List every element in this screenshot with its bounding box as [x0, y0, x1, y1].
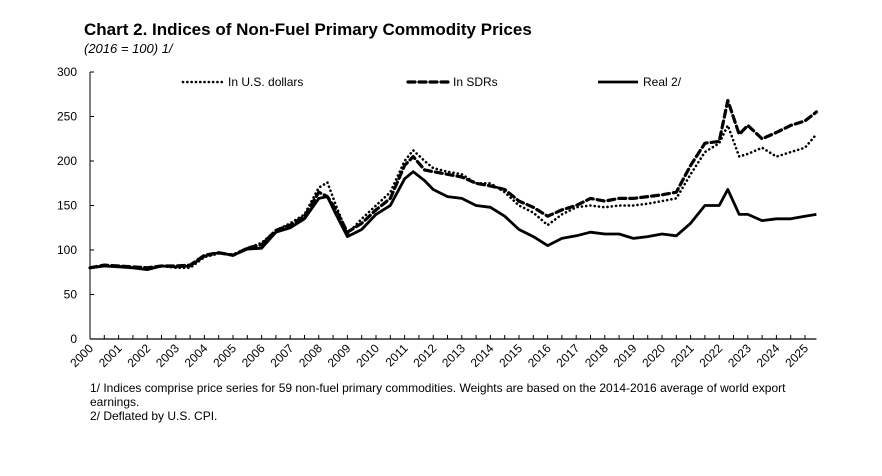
x-tick-label: 2002: [125, 341, 154, 370]
x-tick-label: 2019: [611, 341, 640, 370]
y-tick-label: 250: [57, 110, 77, 124]
series-line-solid: [89, 170, 817, 272]
x-tick-label: 2004: [182, 341, 211, 370]
x-tick-label: 2008: [296, 341, 325, 370]
x-tick-label: 2013: [439, 341, 468, 370]
y-tick-label: 200: [57, 154, 77, 168]
x-tick-label: 2016: [525, 341, 554, 370]
x-tick-label: 2009: [325, 341, 354, 370]
legend-label: In SDRs: [453, 75, 498, 89]
x-tick-label: 2006: [239, 341, 268, 370]
chart-title: Chart 2. Indices of Non-Fuel Primary Com…: [84, 20, 532, 39]
x-tick-label: 2001: [96, 341, 125, 370]
x-tick-label: 2005: [210, 341, 239, 370]
x-tick-label: 2020: [639, 341, 668, 370]
x-tick-label: 2023: [725, 341, 754, 370]
x-tick-label: 2003: [153, 341, 182, 370]
x-tick-label: 2021: [668, 341, 697, 370]
y-tick-label: 50: [64, 288, 78, 302]
x-tick-label: 2015: [496, 341, 525, 370]
y-tick-label: 300: [57, 65, 77, 79]
series-lines: [88, 98, 819, 272]
legend: In U.S. dollars In SDRs Real 2/: [181, 75, 682, 89]
x-tick-label: 2011: [383, 341, 411, 369]
y-tick-label: 0: [70, 332, 77, 346]
y-tick-label: 150: [57, 199, 77, 213]
x-tick-label: 2017: [554, 341, 583, 370]
footnote-2: 2/ Deflated by U.S. CPI.: [90, 409, 218, 423]
chart-subtitle: (2016 = 100) 1/: [84, 41, 173, 56]
x-tick-label: 2007: [268, 341, 297, 370]
footnotes: 1/ Indices comprise price series for 59 …: [90, 381, 820, 423]
x-tick-label: 2010: [353, 341, 382, 370]
x-tick-label: 2018: [582, 341, 611, 370]
x-tick-label: 2024: [754, 341, 783, 370]
legend-label: In U.S. dollars: [228, 75, 303, 89]
legend-label: Real 2/: [643, 75, 682, 89]
x-tick-label: 2022: [697, 341, 726, 370]
series-line-dashed: [88, 98, 819, 270]
x-tick-label: 2012: [411, 341, 440, 370]
x-tick-label: 2014: [468, 341, 497, 370]
x-tick-label: 2025: [782, 341, 811, 370]
footnote-1: 1/ Indices comprise price series for 59 …: [90, 381, 786, 409]
y-tick-label: 100: [57, 243, 77, 257]
